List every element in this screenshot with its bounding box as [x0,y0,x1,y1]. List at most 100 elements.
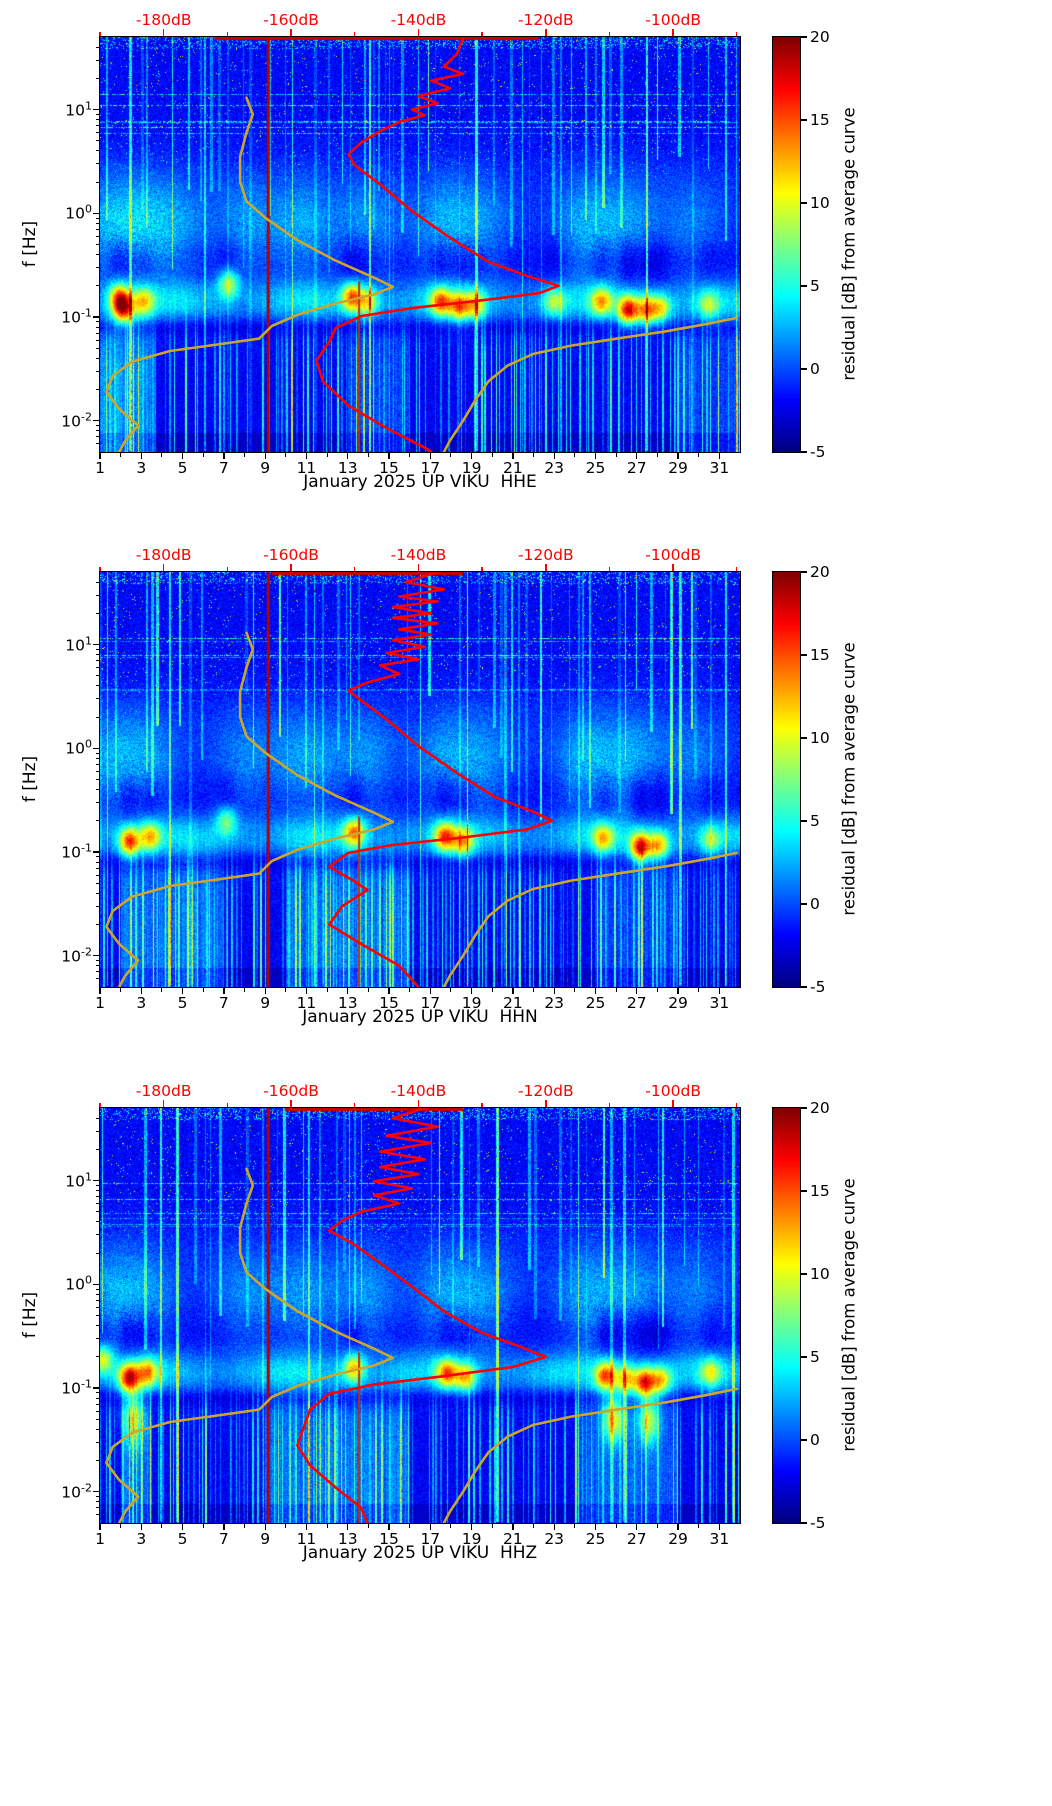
x-tick-mark [264,453,266,459]
x-tick-label: 3 [136,994,147,1012]
top-axis-tick-label: -100dB [645,1082,701,1100]
x-tick-label: 23 [544,1530,565,1548]
top-axis-minor-tick [736,1103,738,1107]
colorbar-tick-mark [801,571,807,573]
top-axis-tick-mark [162,29,165,36]
y-minor-tick [95,861,100,863]
top-axis-tick-mark [162,1100,165,1107]
y-minor-tick [95,892,100,894]
x-minor-tick [698,988,700,992]
x-minor-tick [161,453,163,457]
y-minor-tick [95,332,100,334]
y-minor-tick [95,326,100,328]
x-tick-mark [718,988,720,994]
x-tick-label: 23 [544,459,565,477]
colorbar-tick-label: 5 [810,812,820,830]
y-minor-tick [95,660,100,662]
x-minor-tick [615,453,617,457]
x-tick-label: 1 [95,459,105,477]
x-tick-label: 7 [218,1530,229,1548]
y-tick-label: 10-1 [61,841,92,862]
y-minor-tick [95,140,100,142]
x-minor-tick [367,988,369,992]
x-tick-mark [99,453,101,459]
y-minor-tick [95,1403,100,1405]
y-tick-mark [93,316,100,318]
y-minor-tick [95,181,100,183]
y-tick-label: 10-2 [61,410,92,431]
top-axis-minor-tick [736,567,738,571]
y-minor-tick [95,1148,100,1150]
colorbar-tick-label: 15 [810,1182,830,1200]
x-tick-mark [553,988,555,994]
y-minor-tick [95,1190,100,1192]
x-tick-label: 27 [626,459,647,477]
x-tick-label: 25 [585,1530,606,1548]
y-tick-mark [93,643,100,646]
top-axis-tick-mark [672,564,674,571]
x-axis-title: January 2025 UP VIKU HHN [302,1007,538,1027]
y-minor-tick [95,1130,100,1132]
top-axis-tick-mark [417,1100,420,1107]
x-minor-tick [367,1524,369,1528]
top-axis-tick-label: -120dB [517,546,574,564]
x-minor-tick [698,453,700,457]
top-axis-tick-label: -180dB [135,11,192,29]
colorbar-tick-label: -5 [810,443,826,461]
x-tick-mark [429,988,431,994]
colorbar-tick-mark [801,451,807,453]
colorbar-title: residual [dB] from average curve [839,642,859,916]
x-minor-tick [656,988,658,992]
y-axis-title: f [Hz] [20,755,40,803]
x-minor-tick [656,1524,658,1528]
top-axis-tick-mark [290,29,292,36]
y-minor-tick [95,1496,100,1497]
y-minor-tick [95,1392,100,1394]
x-minor-tick [533,453,535,457]
y-minor-tick [95,779,100,780]
y-minor-tick [95,770,100,772]
y-minor-tick [95,235,100,237]
x-tick-label: 15 [379,459,399,477]
y-minor-tick [95,1196,100,1198]
y-minor-tick [95,1203,100,1205]
x-tick-label: 21 [503,1530,523,1548]
y-minor-tick [95,443,100,445]
y-minor-tick [95,132,100,134]
top-axis-tick-label: -180dB [135,546,192,564]
x-tick-mark [223,1524,225,1530]
y-tick-label: 101 [65,634,92,655]
y-minor-tick [95,119,100,121]
x-minor-tick [409,1524,411,1528]
top-axis-tick-mark [417,29,420,36]
x-tick-mark [636,1524,638,1530]
spectrogram-panel-hhn: f [Hz] January 2025 UP VIKU HHN residual… [0,535,1052,1070]
x-tick-mark [347,453,349,459]
top-axis-tick-label: -160dB [263,1082,319,1100]
x-minor-tick [244,1524,246,1528]
x-tick-mark [594,453,597,459]
x-tick-label: 3 [136,1530,147,1548]
y-tick-label: 10-2 [61,945,92,966]
spectrogram-heatmap-hhz [100,1108,740,1523]
colorbar-tick-mark [801,285,807,287]
x-minor-tick [533,988,535,992]
x-tick-label: 9 [260,994,271,1012]
top-axis-tick-label: -100dB [645,11,701,29]
top-axis-minor-tick [99,1103,101,1107]
spectrogram-heatmap-hhn [100,572,740,987]
x-tick-mark [512,988,514,994]
colorbar-tick-mark [801,36,807,38]
colorbar-tick-label: 0 [810,1431,820,1449]
top-axis-minor-tick [354,32,356,36]
colorbar-tick-label: 5 [810,277,820,295]
y-minor-tick [95,150,100,152]
x-tick-mark [718,453,720,459]
y-tick-label: 100 [65,1273,92,1294]
y-minor-tick [95,924,100,926]
x-minor-tick [450,988,452,992]
x-tick-label: 5 [177,1530,188,1548]
x-tick-mark [347,1524,349,1530]
y-minor-tick [95,802,100,804]
x-tick-label: 29 [668,1530,688,1548]
